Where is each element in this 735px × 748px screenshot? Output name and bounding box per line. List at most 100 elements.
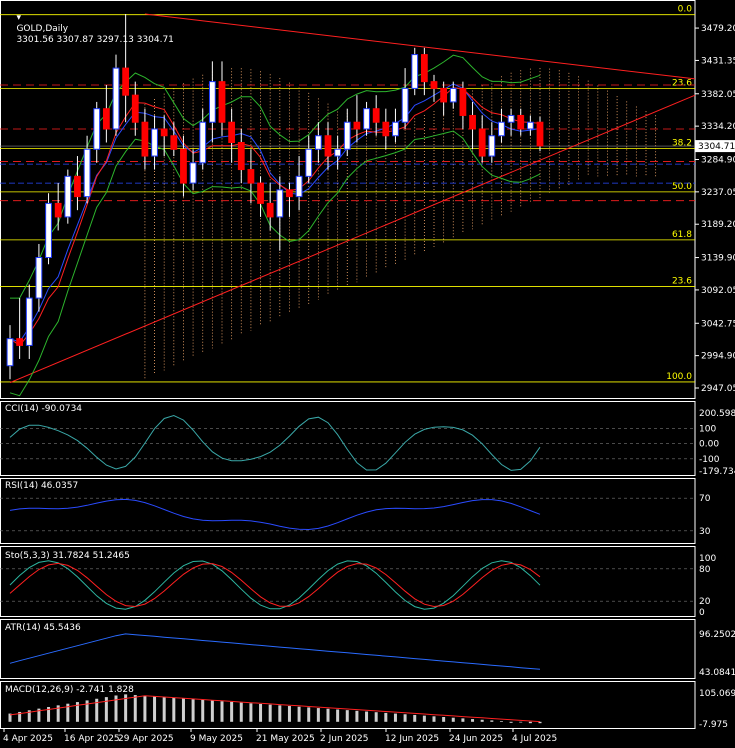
- candle-body: [401, 87, 409, 123]
- macd-histogram-bar: [403, 714, 407, 722]
- macd-histogram-bar: [297, 706, 301, 722]
- macd-histogram-bar: [365, 711, 369, 722]
- macd-histogram-bar: [480, 719, 484, 722]
- candle-body: [151, 128, 158, 157]
- candle-body: [141, 121, 149, 157]
- macd-histogram-bar: [75, 702, 79, 722]
- cci-axis-label: 100: [699, 424, 716, 434]
- rsi-axis-label: 70: [699, 494, 711, 504]
- macd-histogram-bar: [499, 721, 503, 722]
- macd-axis-label: -7.975: [699, 720, 728, 730]
- cci-pane-frame: [0, 401, 696, 476]
- candle-body: [170, 135, 178, 150]
- current-price-label: 3304.71: [698, 142, 735, 152]
- ascending-trendline: [9, 94, 696, 384]
- macd-title: MACD(12,26,9) -2.741 1.828: [5, 685, 134, 695]
- candle-body: [488, 135, 496, 157]
- candle-body: [16, 338, 24, 346]
- cci-axis-label: 200.5987: [699, 409, 735, 419]
- stoch-title: Sto(5,3,3) 31.7824 51.2465: [5, 551, 130, 561]
- candle-body: [45, 202, 52, 258]
- macd-histogram-bar: [509, 721, 513, 723]
- rsi-pane-frame: [0, 478, 696, 544]
- price-axis-label: 2994.90: [701, 352, 735, 362]
- kijun-line: [9, 87, 541, 347]
- macd-histogram-bar: [201, 699, 205, 722]
- candle-body: [449, 87, 457, 103]
- candle-body: [382, 121, 390, 137]
- rsi-line: [9, 498, 541, 531]
- fib-level-label: 100.0: [666, 372, 692, 382]
- candle-body: [286, 189, 293, 198]
- macd-histogram-bar: [442, 717, 446, 722]
- stoch-signal-line: [9, 562, 541, 608]
- macd-histogram-bar: [37, 708, 41, 722]
- atr-line: [9, 633, 541, 670]
- stoch-axis-label: 0: [699, 608, 705, 618]
- candle-body: [343, 121, 351, 150]
- date-axis-label: 24 Jun 2025: [449, 734, 503, 744]
- date-axis-label: 16 Apr 2025: [64, 734, 120, 744]
- price-axis-label: 3284.90: [701, 155, 735, 165]
- candle-body: [305, 148, 313, 177]
- macd-histogram-bar: [326, 708, 330, 722]
- candle-body: [411, 54, 419, 89]
- candle-body: [334, 148, 342, 157]
- candle-body: [478, 128, 486, 157]
- price-axis-label: 3382.05: [701, 90, 735, 100]
- candle-body: [469, 114, 476, 130]
- macd-histogram-bar: [355, 710, 359, 722]
- fib-level-label: 0.0: [678, 5, 693, 15]
- macd-histogram-bar: [133, 695, 137, 722]
- candle-body: [25, 297, 33, 346]
- candle-body: [536, 121, 544, 147]
- date-axis-label: 4 Jul 2025: [512, 734, 557, 744]
- stoch-pane-frame: [0, 546, 696, 617]
- macd-histogram-bar: [181, 698, 185, 722]
- candle-body: [102, 108, 110, 130]
- candle-body: [517, 114, 525, 130]
- candle-body: [526, 121, 534, 130]
- candle-body: [180, 148, 187, 184]
- date-axis-label: 29 Apr 2025: [118, 734, 174, 744]
- macd-histogram-bar: [307, 707, 311, 722]
- symbol-name: GOLD,Daily: [16, 24, 69, 34]
- macd-histogram-bar: [249, 703, 253, 722]
- candle-body: [228, 121, 236, 144]
- macd-histogram-bar: [336, 709, 340, 722]
- cci-axis-label: -100: [699, 455, 720, 465]
- macd-histogram-bar: [162, 697, 166, 722]
- collapse-arrow-icon[interactable]: ▾: [16, 13, 21, 23]
- candle-body: [257, 182, 264, 204]
- macd-histogram-bar: [393, 713, 397, 722]
- macd-histogram-bar: [47, 706, 51, 722]
- atr-pane-frame: [0, 619, 696, 679]
- macd-histogram-bar: [413, 714, 417, 722]
- macd-signal-line: [9, 695, 541, 723]
- rsi-axis-label: 30: [699, 527, 711, 537]
- candle-body: [160, 128, 168, 137]
- candle-body: [208, 81, 216, 123]
- candle-body: [93, 108, 101, 150]
- price-axis-label: 3189.20: [701, 220, 735, 230]
- macd-histogram-bar: [85, 700, 89, 722]
- candle-body: [189, 162, 197, 184]
- macd-histogram-bar: [528, 721, 532, 724]
- symbol-header: ▾ GOLD,Daily 3301.56 3307.87 3297.13 330…: [5, 2, 173, 57]
- macd-histogram-bar: [384, 712, 388, 722]
- candle-body: [324, 135, 332, 157]
- macd-histogram-bar: [345, 710, 349, 722]
- candle-body: [247, 169, 255, 184]
- candle-body: [392, 121, 399, 137]
- date-axis-label: 2 Jun 2025: [320, 734, 368, 744]
- candle-body: [6, 338, 14, 367]
- fib-level-label: 38.2: [672, 139, 692, 149]
- stoch-axis-label: 80: [699, 565, 711, 575]
- macd-histogram-bar: [95, 698, 99, 722]
- price-axis-label: 2947.05: [701, 384, 735, 394]
- rsi-title: RSI(14) 46.0357: [5, 481, 79, 491]
- candle-body: [498, 121, 505, 137]
- macd-histogram-bar: [432, 716, 436, 722]
- candle-body: [372, 108, 380, 123]
